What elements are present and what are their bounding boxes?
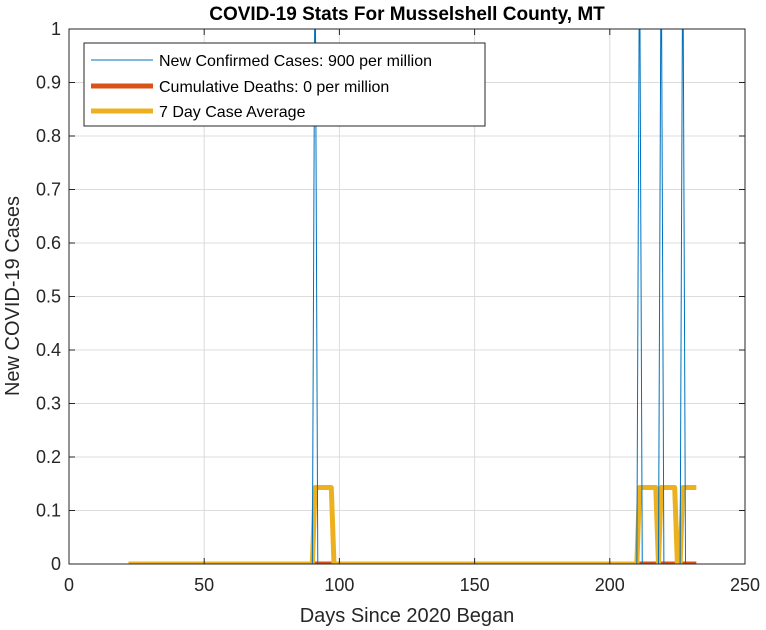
legend-label-new-cases: New Confirmed Cases: 900 per million [159,53,432,70]
y-tick-label: 0.8 [36,126,61,146]
x-axis-label: Days Since 2020 Began [300,605,515,627]
axes-box [68,28,746,565]
y-tick-label: 0.3 [36,394,61,414]
y-tick-labels: 0 0.1 0.2 0.3 0.4 0.5 0.6 0.7 0.8 0.9 1 [36,19,61,574]
x-tick-label: 0 [64,575,74,595]
series-average-line [128,485,697,564]
y-tick-label: 1 [51,19,61,39]
y-tick-label: 0 [51,554,61,574]
y-tick-label: 0.7 [36,180,61,200]
x-tick-label: 100 [324,575,354,595]
y-tick-label: 0.4 [36,340,61,360]
x-tick-label: 150 [460,575,490,595]
legend: New Confirmed Cases: 900 per million Cum… [83,42,486,127]
x-tick-label: 200 [595,575,625,595]
x-tick-label: 250 [730,575,760,595]
y-tick-label: 0.2 [36,447,61,467]
y-tick-label: 0.6 [36,233,61,253]
x-tick-labels: 0 50 100 150 200 250 [64,575,760,595]
chart-title: COVID-19 Stats For Musselshell County, M… [209,4,605,25]
y-axis-label: New COVID-19 Cases [2,196,24,396]
y-tick-label: 0.5 [36,287,61,307]
y-tick-label: 0.1 [36,501,61,521]
y-tick-label: 0.9 [36,73,61,93]
x-tick-label: 50 [194,575,214,595]
legend-label-deaths: Cumulative Deaths: 0 per million [159,79,389,96]
series-lines [128,29,697,564]
legend-label-average: 7 Day Case Average [159,104,306,121]
